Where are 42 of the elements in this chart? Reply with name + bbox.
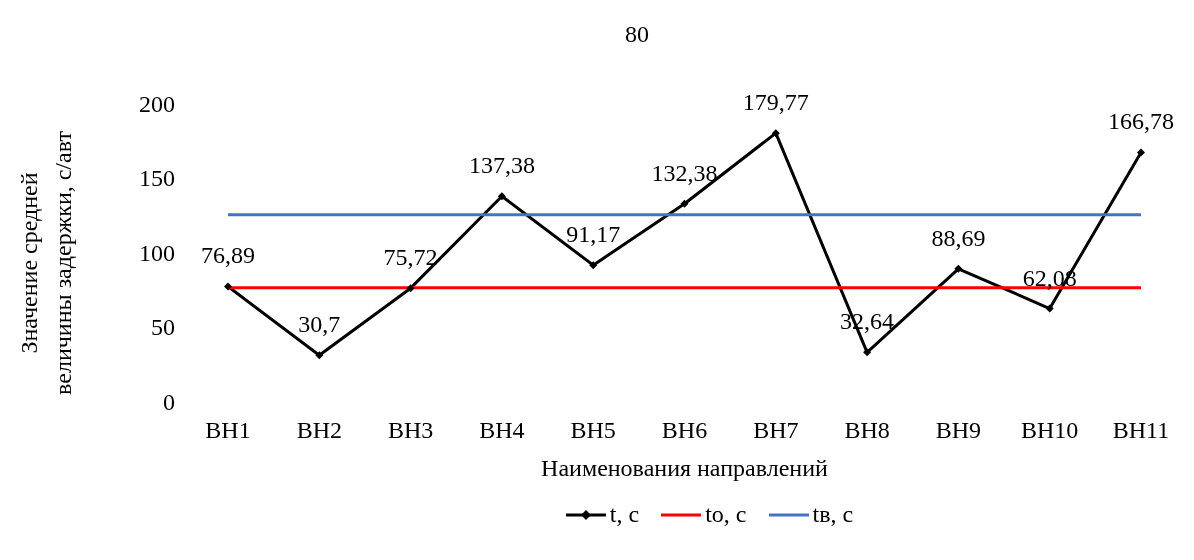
x-tick-label: ВН1 [205,417,251,444]
point [680,199,689,208]
point [1045,304,1054,313]
x-tick-label: ВН10 [1021,417,1079,444]
legend-label: t, с [608,501,640,528]
point [954,264,963,273]
data-label: 75,72 [383,244,438,271]
data-label: 166,78 [1108,108,1174,135]
data-label: 76,89 [201,242,255,269]
x-tick-label: ВН6 [661,417,708,444]
data-label: 30,7 [298,311,341,338]
x-tick-label: ВН9 [935,417,982,444]
chart-title: 80 [625,20,649,47]
y-tick-label: 50 [151,314,175,341]
x-tick-label: ВН5 [570,417,616,444]
x-tick-label: ВН7 [753,417,799,444]
point [863,348,872,357]
x-tick-label: ВН11 [1112,417,1170,444]
point [497,192,506,201]
x-tick-label: ВН8 [844,417,890,444]
legend-label: tв, с [811,501,854,528]
data-label: 132,38 [651,159,718,186]
x-axis-title: Наименования направлений [541,455,829,481]
y-axis-title: Значение средней величины задержки, с/авт [16,130,76,395]
y-tick-label: 200 [139,90,175,117]
point [771,129,780,138]
y-tick-label: 0 [163,388,175,415]
point [224,282,232,291]
data-label: 91,17 [566,221,621,248]
data-label: 137,38 [468,152,535,179]
data-label: 88,69 [931,224,986,251]
point [1137,148,1145,157]
x-tick-label: ВН2 [296,417,342,444]
legend-label: tо, с [704,501,747,528]
point [406,284,415,293]
point [589,261,598,270]
x-tick-label: ВН4 [479,417,525,444]
y-tick-label: 150 [139,165,175,192]
y-tick-label: 100 [139,239,175,266]
x-tick-label: ВН3 [387,417,434,444]
data-label: 179,77 [742,89,809,116]
point [315,351,324,360]
